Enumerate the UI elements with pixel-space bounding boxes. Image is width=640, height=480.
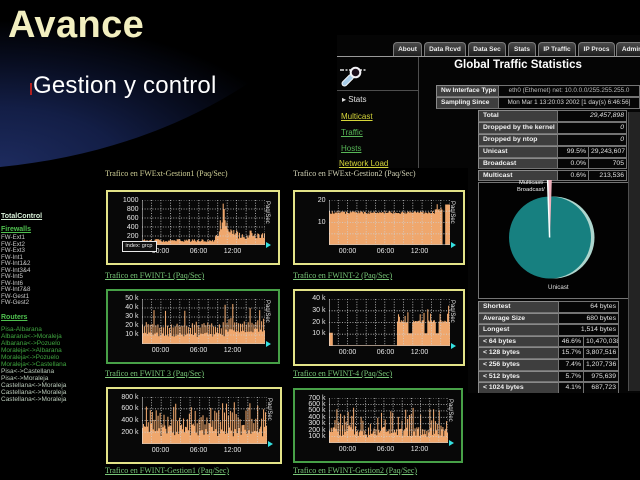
svg-text:Multicast/: Multicast/ <box>519 180 544 186</box>
svg-text:Unicast: Unicast <box>548 284 569 291</box>
svg-text:Broadcast/: Broadcast/ <box>517 187 545 193</box>
